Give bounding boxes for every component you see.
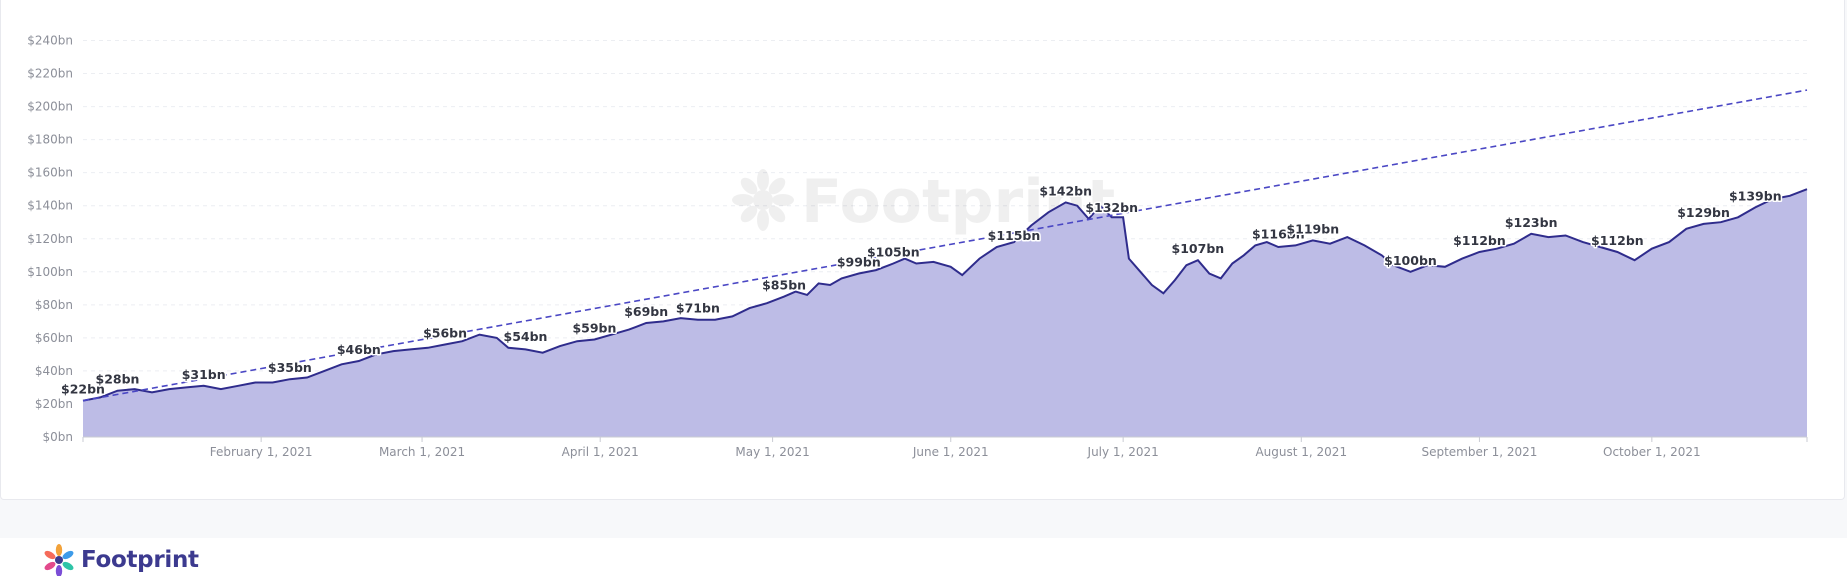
x-tick-label: June 1, 2021 <box>912 445 989 459</box>
brand-name: Footprint <box>81 547 199 573</box>
x-tick-label: August 1, 2021 <box>1255 445 1347 459</box>
y-tick-label: $200bn <box>27 100 73 114</box>
y-tick-label: $60bn <box>35 331 73 345</box>
data-label: $85bn <box>762 278 806 293</box>
y-tick-label: $240bn <box>27 34 73 48</box>
y-axis: $0bn $20bn $40bn $60bn $80bn $100bn $120bn $140… <box>27 34 73 444</box>
y-tick-label: $0bn <box>43 430 74 444</box>
trend-line <box>82 89 1808 402</box>
area-fill <box>83 189 1807 437</box>
y-tick-label: $100bn <box>27 265 73 279</box>
x-tick-label: May 1, 2021 <box>735 445 809 459</box>
y-tick-label: $220bn <box>27 67 73 81</box>
data-label: $142bn <box>1039 183 1092 198</box>
data-label: $71bn <box>676 301 720 316</box>
y-tick-label: $80bn <box>35 298 73 312</box>
data-label: $112bn <box>1591 233 1644 248</box>
brand[interactable]: Footprint <box>40 544 199 576</box>
y-tick-label: $20bn <box>35 397 73 411</box>
data-label: $31bn <box>182 367 226 382</box>
data-label: $119bn <box>1286 221 1339 236</box>
footer: Footprint <box>0 538 1847 578</box>
x-tick-label: March 1, 2021 <box>379 445 465 459</box>
chart-card: $0bn $20bn $40bn $60bn $80bn $100bn $120bn $140… <box>0 0 1845 500</box>
y-tick-label: $40bn <box>35 364 73 378</box>
data-labels: $22bn$28bn $31bn $35bn $46bn $56bn $54bn $59bn… <box>60 182 1784 398</box>
x-tick-label: October 1, 2021 <box>1603 445 1701 459</box>
data-label: $105bn <box>867 245 920 260</box>
data-label: $107bn <box>1172 241 1225 256</box>
data-label: $99bn <box>837 254 881 269</box>
data-label: $56bn <box>423 325 467 340</box>
x-tick-label: September 1, 2021 <box>1421 445 1537 459</box>
data-label: $112bn <box>1453 233 1506 248</box>
y-tick-label: $160bn <box>27 166 73 180</box>
series-line <box>82 188 1808 402</box>
data-label: $139bn <box>1729 188 1782 203</box>
data-label: $69bn <box>624 304 668 319</box>
x-axis: February 1, 2021 March 1, 2021 April 1, 20… <box>82 436 1808 459</box>
data-label: $54bn <box>504 329 548 344</box>
tvl-area-chart: $0bn $20bn $40bn $60bn $80bn $100bn $120bn $140… <box>27 34 1808 459</box>
x-tick-label: July 1, 2021 <box>1087 445 1159 459</box>
data-label: $116bn <box>1252 226 1305 241</box>
data-label: $129bn <box>1677 205 1730 220</box>
data-label: $46bn <box>337 342 381 357</box>
data-label: $132bn <box>1085 200 1138 215</box>
data-label: $35bn <box>268 360 312 375</box>
data-label: $59bn <box>572 321 616 336</box>
y-tick-label: $140bn <box>27 199 73 213</box>
y-tick-label: $180bn <box>27 133 73 147</box>
watermark-logo-icon <box>732 169 794 231</box>
data-label: $100bn <box>1384 253 1437 268</box>
x-tick-label: April 1, 2021 <box>562 445 639 459</box>
data-label: $123bn <box>1505 215 1558 230</box>
x-tick-label: February 1, 2021 <box>210 445 313 459</box>
data-label: $28bn <box>96 372 140 387</box>
footprint-logo-icon <box>44 544 74 576</box>
data-label: $22bn <box>61 382 105 397</box>
y-tick-label: $120bn <box>27 232 73 246</box>
data-label: $115bn <box>988 228 1041 243</box>
